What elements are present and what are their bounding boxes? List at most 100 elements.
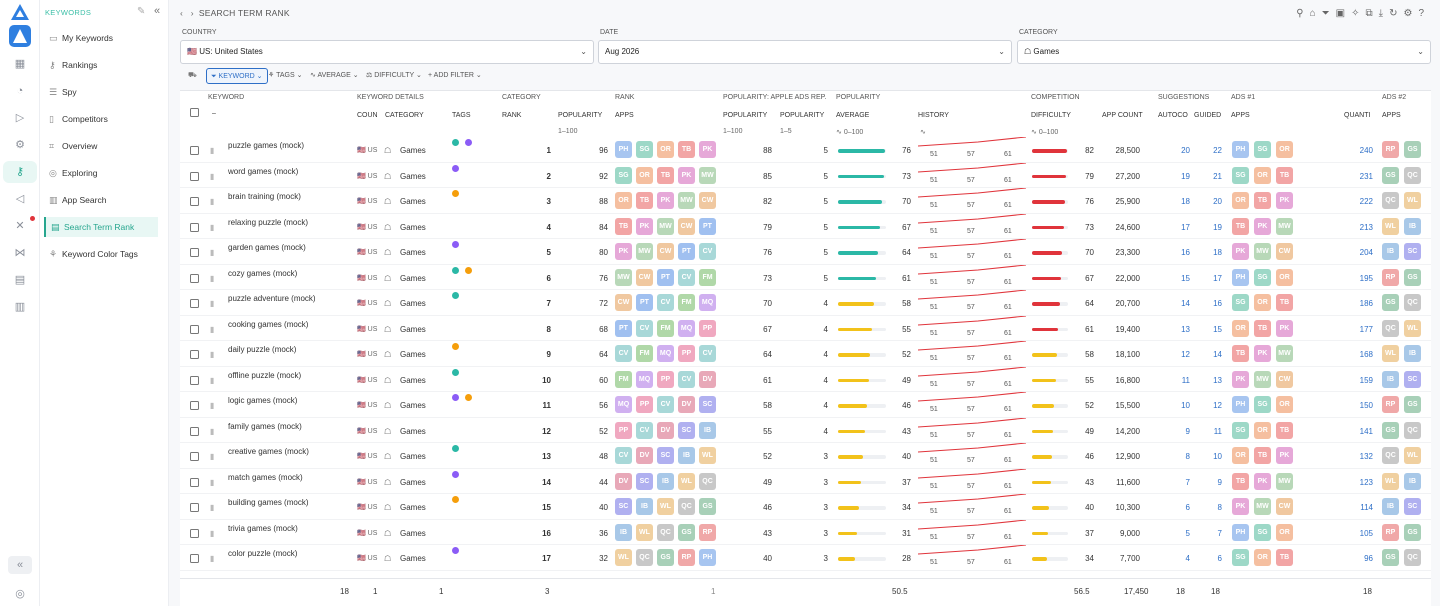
nav-item-search-term-rank[interactable]: ▤ Search Term Rank [44, 217, 158, 237]
ads2-app-tile[interactable]: GS [1382, 166, 1399, 184]
table-row[interactable]: ▮ word games (mock) 🇺🇸 US ☖ Games 2 92 SG OR TB PK… [180, 162, 1431, 188]
apple-icon[interactable]: ◔ [16, 85, 24, 97]
ads1-app-tile[interactable]: MW [1276, 472, 1293, 490]
app-tile[interactable]: FM [678, 294, 695, 311]
row-checkbox[interactable] [190, 477, 199, 487]
play-icon[interactable]: ▷ [15, 112, 25, 124]
guided-cell[interactable]: 6 [1217, 554, 1222, 563]
nav-item-competitors[interactable]: ▯ Competitors [44, 109, 158, 129]
ads1-app-tile[interactable]: MW [1254, 243, 1271, 260]
col-category[interactable]: CATEGORY [385, 112, 424, 119]
app-tile[interactable]: DV [615, 472, 632, 490]
ads1-app-tile[interactable]: PK [1232, 498, 1249, 515]
app-tile[interactable]: DV [699, 370, 716, 388]
autocomplete-cell[interactable]: 19 [1181, 171, 1190, 181]
ads1-app-tile[interactable]: TB [1276, 549, 1293, 566]
app-tile[interactable]: SC [615, 498, 632, 515]
col-ads1-apps[interactable]: APPS [1231, 112, 1250, 119]
ads2-app-tile[interactable]: RP [1382, 268, 1399, 286]
ads2-app-tile[interactable]: SC [1404, 498, 1421, 515]
app-tile[interactable]: OR [615, 192, 632, 209]
app-tile[interactable]: IB [699, 421, 716, 439]
chip-average[interactable]: ∿ AVERAGE ⌄ [310, 72, 359, 79]
app-tile[interactable]: OR [657, 141, 674, 158]
guided-cell[interactable]: 8 [1217, 503, 1222, 512]
ads2-app-tile[interactable]: WL [1382, 217, 1399, 235]
ads2-app-tile[interactable]: IB [1404, 345, 1421, 362]
autocomplete-cell[interactable]: 14 [1181, 299, 1190, 308]
col-quantity[interactable]: QUANTI [1344, 112, 1371, 119]
tag-dot[interactable] [465, 266, 472, 274]
megaphone-icon[interactable]: ◁ [15, 193, 25, 205]
app-tile[interactable]: WL [615, 549, 632, 566]
chip-tags[interactable]: ⚘ TAGS ⌄ [268, 72, 303, 79]
ads1-app-tile[interactable]: SG [1254, 268, 1271, 286]
table-row[interactable]: ▮ logic games (mock) 🇺🇸 US ☖ Games 11 56 MQ PP CV… [180, 392, 1431, 418]
app-tile[interactable]: MW [699, 166, 716, 184]
ads1-app-tile[interactable]: OR [1276, 141, 1293, 158]
app-tile[interactable]: PT [615, 319, 632, 337]
ads2-app-tile[interactable]: QC [1382, 319, 1399, 337]
col-apple-popularity[interactable]: POPULARITY [723, 112, 768, 119]
table-row[interactable]: ▮ puzzle games (mock) 🇺🇸 US ☖ Games 1 96 PH SG OR… [180, 137, 1431, 163]
tag-dot[interactable] [452, 164, 459, 172]
chart-icon[interactable]: ▤ [14, 274, 26, 286]
nav-item-exploring[interactable]: ◎ Exploring [44, 163, 158, 183]
col-popularity[interactable]: POPULARITY [558, 112, 603, 119]
autocomplete-cell[interactable]: 18 [1181, 197, 1190, 206]
ads2-app-tile[interactable]: SC [1404, 370, 1421, 388]
app-tile[interactable]: PT [699, 217, 716, 235]
ads2-app-tile[interactable]: IB [1382, 370, 1399, 388]
app-tile[interactable]: SC [657, 447, 674, 464]
chip-difficulty[interactable]: ⚖ DIFFICULTY ⌄ [366, 72, 422, 79]
row-checkbox[interactable] [190, 375, 199, 385]
app-tile[interactable]: MW [636, 243, 653, 260]
app-tile[interactable]: IB [657, 472, 674, 490]
table-row[interactable]: ▮ garden games (mock) 🇺🇸 US ☖ Games 5 80 PK MW CW… [180, 239, 1431, 265]
guided-cell[interactable]: 16 [1213, 299, 1222, 308]
ads1-app-tile[interactable]: CW [1276, 243, 1293, 260]
ads1-app-tile[interactable]: SG [1254, 141, 1271, 158]
table-icon[interactable]: ▥ [14, 301, 26, 313]
app-tile[interactable]: CV [615, 447, 632, 464]
ads1-app-tile[interactable]: OR [1232, 447, 1249, 464]
app-tile[interactable]: PP [678, 345, 695, 362]
autocomplete-cell[interactable]: 17 [1181, 222, 1190, 232]
row-checkbox[interactable] [190, 171, 199, 181]
ads1-app-tile[interactable]: MW [1254, 370, 1271, 388]
app-tile[interactable]: CV [699, 243, 716, 260]
forward-icon[interactable]: › [190, 8, 194, 18]
guided-cell[interactable]: 13 [1213, 375, 1222, 385]
app-tile[interactable]: CV [636, 421, 653, 439]
ads2-app-tile[interactable]: QC [1404, 166, 1421, 184]
ads1-app-tile[interactable]: PK [1254, 217, 1271, 235]
app-tile[interactable]: QC [678, 498, 695, 515]
autocomplete-cell[interactable]: 8 [1185, 452, 1190, 461]
guided-cell[interactable]: 21 [1213, 171, 1222, 181]
nav-item-rankings[interactable]: ⚷ Rankings [44, 55, 158, 75]
app-tile[interactable]: SG [615, 166, 632, 184]
key-icon[interactable]: ⚷ [15, 166, 25, 178]
magic-icon[interactable]: ✧ [1351, 8, 1366, 19]
ads2-app-tile[interactable]: WL [1404, 447, 1421, 464]
app-tile[interactable]: PH [615, 141, 632, 158]
nav-item-keyword-color-tags[interactable]: ⚘ Keyword Color Tags [44, 244, 158, 264]
autocomplete-cell[interactable]: 12 [1181, 350, 1190, 359]
ads1-app-tile[interactable]: TB [1254, 319, 1271, 337]
app-tile[interactable]: MQ [615, 396, 632, 413]
col-app-count[interactable]: APP COUNT [1102, 112, 1143, 119]
app-tile[interactable]: SG [636, 141, 653, 158]
guided-cell[interactable]: 22 [1213, 146, 1222, 155]
ads2-app-tile[interactable]: GS [1404, 396, 1421, 413]
ads2-app-tile[interactable]: GS [1404, 523, 1421, 541]
ads1-app-tile[interactable]: PH [1232, 396, 1249, 413]
ads2-app-tile[interactable]: IB [1404, 472, 1421, 490]
gear-icon[interactable]: ⚙ [1403, 8, 1419, 19]
app-tile[interactable]: DV [657, 421, 674, 439]
ads1-app-tile[interactable]: SG [1232, 294, 1249, 311]
ads1-app-tile[interactable]: OR [1276, 268, 1293, 286]
tag-dot[interactable] [452, 496, 459, 503]
nav-item-overview[interactable]: ⌗ Overview [44, 136, 158, 156]
table-row[interactable]: ▮ cooking games (mock) 🇺🇸 US ☖ Games 8 68 PT CV F… [180, 315, 1431, 341]
row-checkbox[interactable] [190, 452, 199, 461]
